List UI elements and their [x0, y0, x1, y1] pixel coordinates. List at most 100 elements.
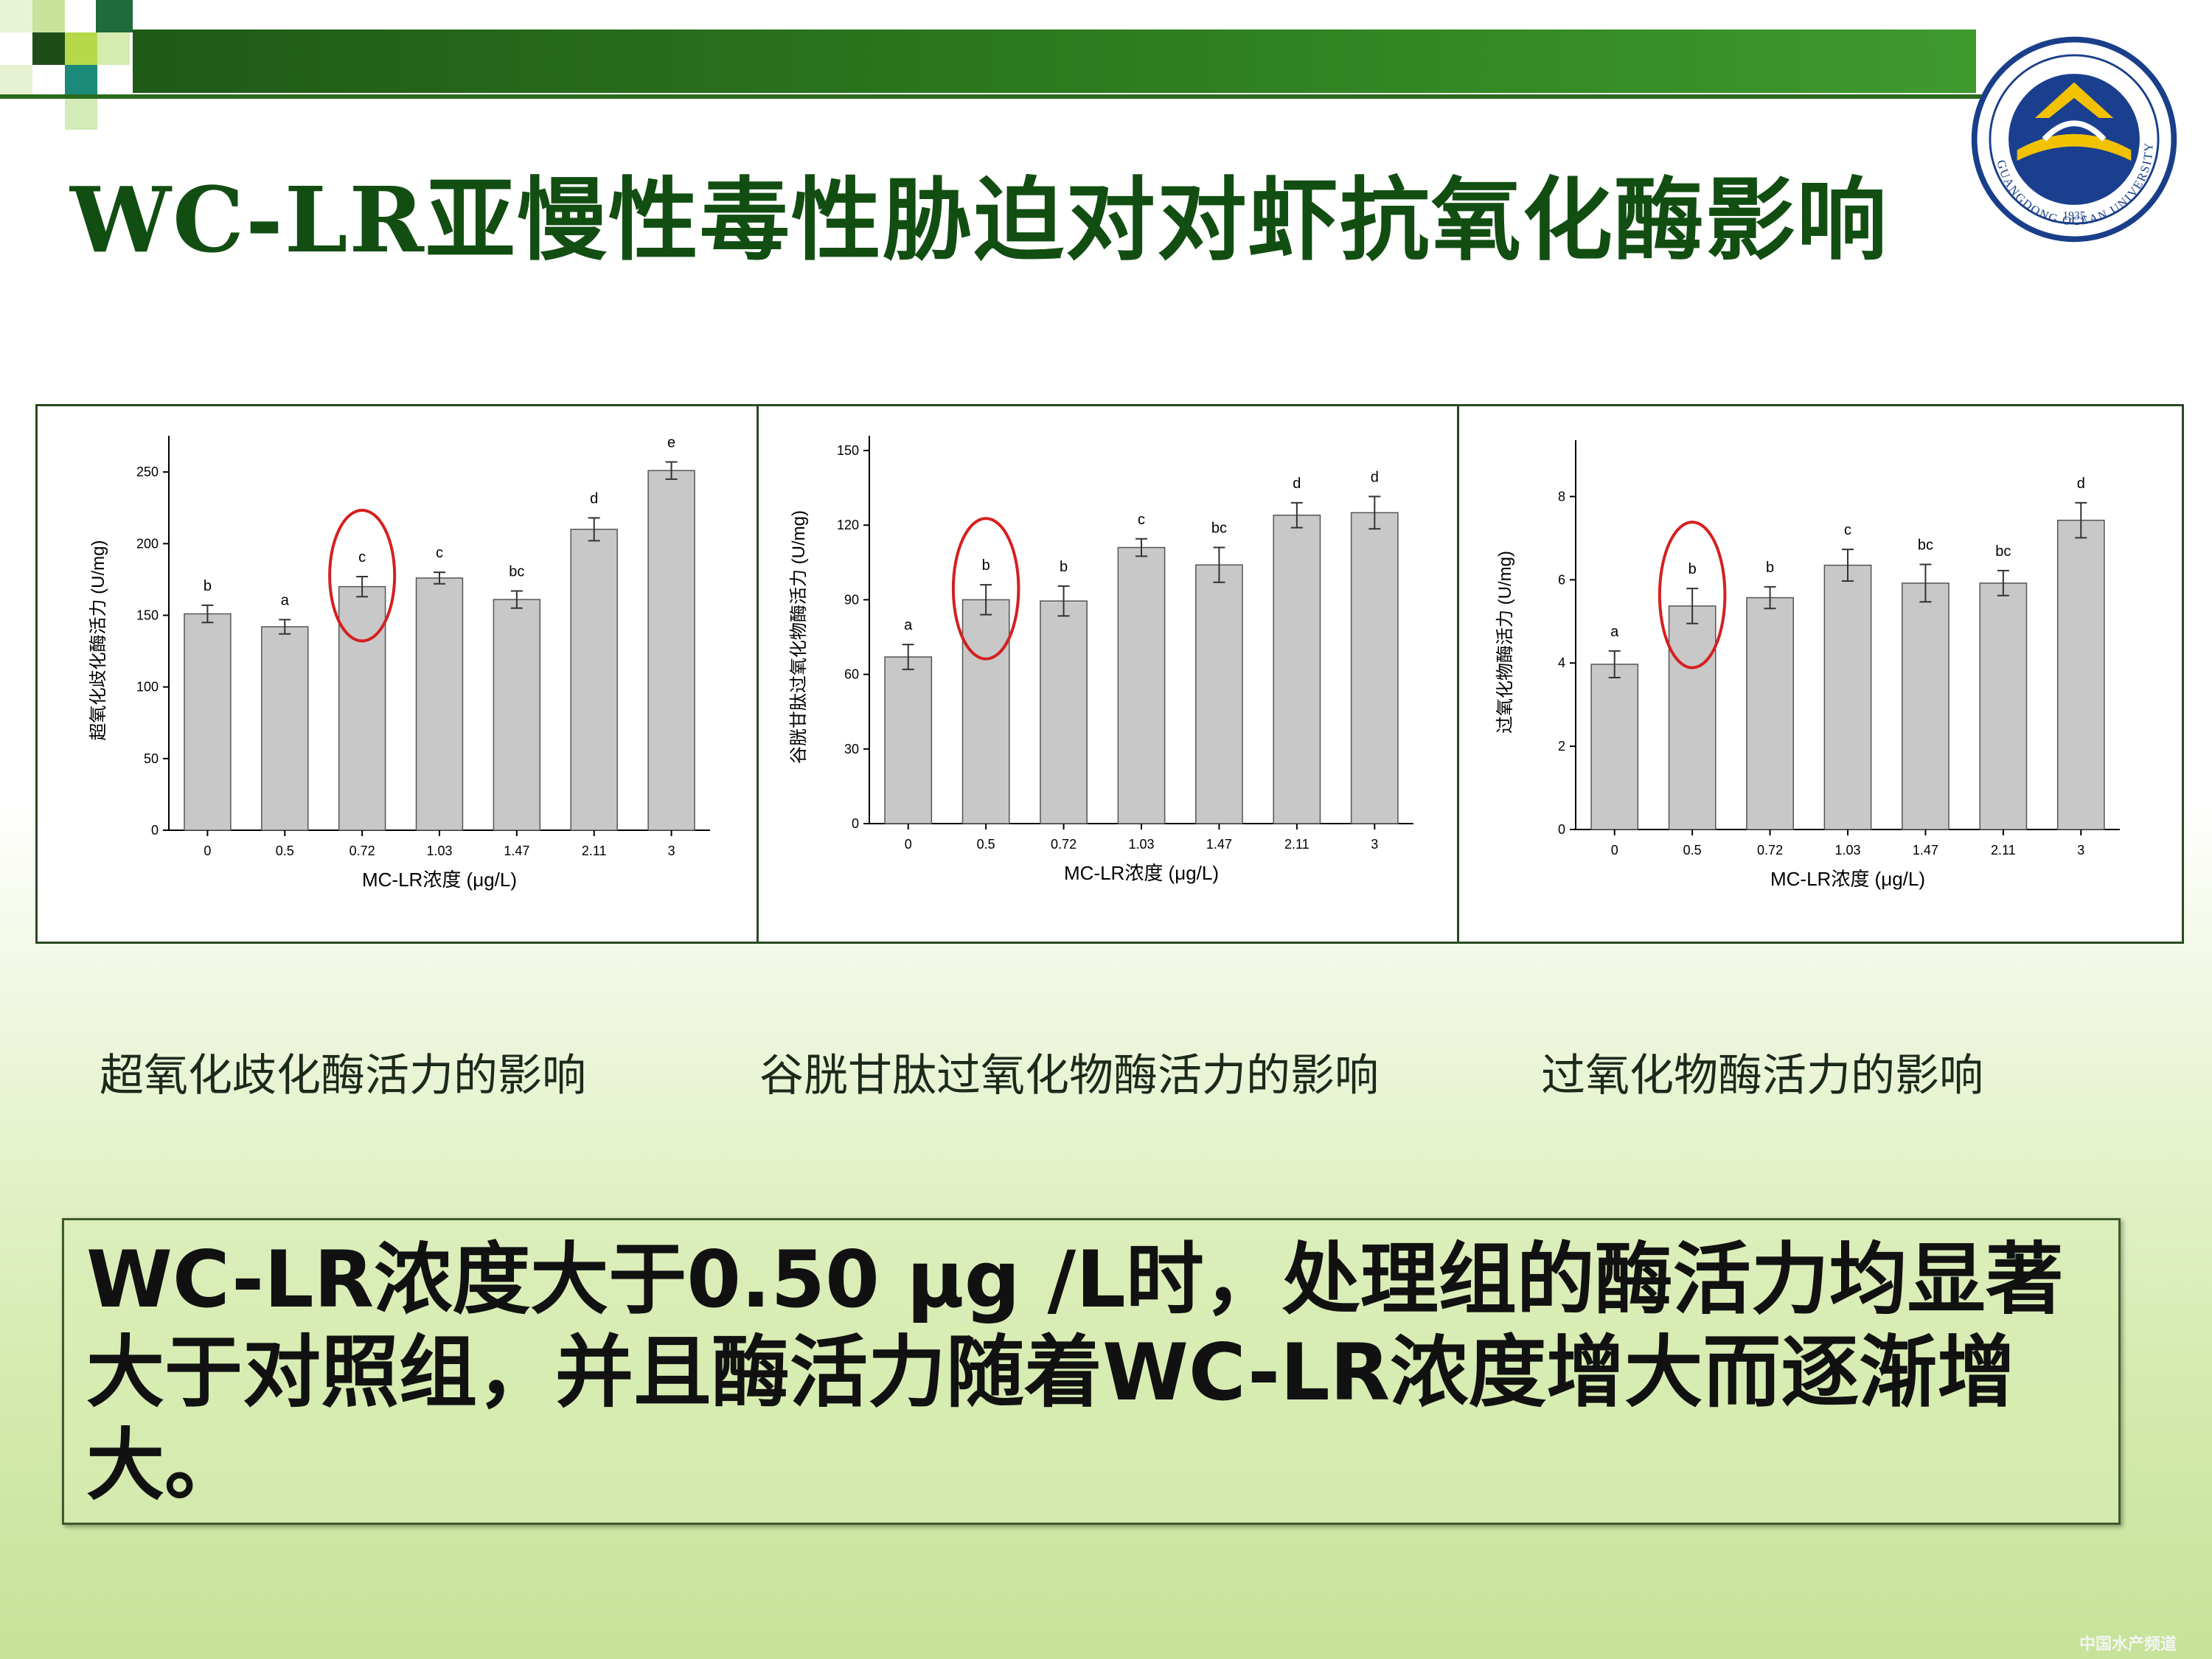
x-tick-label: 2.11 [582, 844, 607, 858]
corner-square-8 [0, 65, 32, 96]
corner-square-4 [32, 32, 65, 65]
x-tick-label: 3 [668, 844, 675, 858]
caption-gpx: 谷胱甘肽过氧化物酶活力的影响 [759, 1050, 1379, 1102]
corner-square-9 [65, 96, 97, 130]
bar [884, 656, 933, 824]
significance-letter: d [590, 490, 598, 507]
significance-letter: a [281, 592, 290, 608]
bar [1590, 664, 1639, 830]
corner-square-6 [97, 32, 130, 65]
x-tick-label: 2.11 [1991, 843, 2016, 858]
bar [570, 529, 618, 831]
y-tick-label: 150 [837, 443, 859, 458]
bar [961, 599, 1010, 824]
y-tick-label: 0 [852, 816, 859, 831]
significance-letter: bc [1918, 537, 1933, 553]
significance-letter: e [667, 435, 675, 451]
bar [261, 626, 309, 831]
x-tick-label: 0 [204, 844, 211, 858]
significance-letter: c [1138, 512, 1145, 528]
bar [647, 470, 695, 831]
y-tick-label: 60 [844, 667, 859, 682]
bar [1902, 582, 1950, 830]
bar [1350, 512, 1399, 824]
x-tick-label: 0.5 [1683, 843, 1702, 858]
bar [493, 599, 541, 831]
title-bar-underline [0, 94, 1991, 99]
x-tick-label: 0.5 [276, 844, 294, 858]
y-tick-label: 120 [837, 518, 859, 532]
x-tick-label: 0.5 [977, 837, 995, 852]
corner-square-7 [65, 65, 97, 96]
conclusion-box: WC-LR浓度大于0.50 μg /L时，处理组的酶活力均显著大于对照组，并且酶… [62, 1218, 2121, 1525]
x-tick-label: 3 [2077, 843, 2084, 858]
significance-letter: c [1844, 522, 1851, 538]
slide-title: WC-LR亚慢性毒性胁迫对对虾抗氧化酶影响 [70, 167, 1888, 273]
corner-square-5 [65, 32, 97, 65]
charts-frame: 0 50 100 150 200 250 b 0 a 0.5 c 0.72 c 1.03 bc 1.47 d 2.… [35, 404, 2184, 944]
caption-sod: 超氧化歧化酶活力的影响 [100, 1050, 586, 1102]
chart-panel-sod: 0 50 100 150 200 250 b 0 a 0.5 c 0.72 c 1.03 bc 1.47 d 2.… [38, 406, 759, 942]
chart-svg: 0 50 100 150 200 250 b 0 a 0.5 c 0.72 c 1.03 bc 1.47 d 2.… [88, 435, 710, 891]
highlight-circle [951, 517, 1020, 661]
x-tick-label: 1.47 [1913, 843, 1938, 858]
caption-pod: 过氧化物酶活力的影响 [1541, 1050, 1983, 1102]
y-tick-label: 100 [136, 680, 159, 695]
significance-letter: c [358, 549, 366, 566]
bar [1273, 514, 1321, 824]
university-logo: GUANGDONG OCEAN UNIVERSITY 1935 [1967, 32, 2181, 246]
x-tick-label: 0.72 [349, 844, 375, 858]
bar [184, 613, 232, 831]
conclusion-text: WC-LR浓度大于0.50 μg /L时，处理组的酶活力均显著大于对照组，并且酶… [86, 1234, 2064, 1511]
x-tick-label: 1.03 [426, 844, 452, 858]
x-tick-label: 1.47 [1206, 837, 1232, 852]
y-tick-label: 0 [1558, 822, 1565, 837]
significance-letter: d [2077, 476, 2085, 492]
y-tick-label: 30 [844, 742, 859, 757]
y-tick-label: 8 [1558, 489, 1565, 504]
significance-letter: d [1293, 476, 1301, 492]
highlight-circle [328, 509, 397, 643]
significance-letter: d [1371, 469, 1379, 485]
bar [1823, 564, 1872, 830]
highlight-circle [1658, 521, 1727, 669]
y-axis-label: 超氧化歧化酶活力 (U/mg) [88, 540, 108, 741]
x-tick-label: 1.47 [504, 844, 529, 858]
y-tick-label: 250 [136, 465, 159, 479]
significance-letter: b [1688, 561, 1697, 577]
y-tick-label: 90 [844, 592, 859, 607]
significance-letter: b [1060, 559, 1068, 575]
x-tick-label: 3 [1371, 837, 1378, 852]
bar [338, 585, 386, 831]
y-axis-label: 谷胱甘肽过氧化物酶活力 (U/mg) [789, 510, 809, 764]
significance-letter: a [1610, 624, 1619, 640]
bar [1746, 597, 1794, 830]
y-tick-label: 0 [151, 823, 159, 838]
corner-square-1 [0, 0, 32, 32]
watermark: 中国水产频道 [2079, 1635, 2177, 1654]
bar [1979, 582, 2028, 830]
bar [1195, 564, 1243, 824]
significance-letter: a [904, 617, 913, 633]
chart-svg: 0 30 60 90 120 150 a 0 b 0.5 b 0.72 c 1.03 bc 1.47 d 2.11… [789, 436, 1413, 884]
significance-letter: bc [1995, 543, 2011, 560]
title-bar [133, 29, 1976, 93]
corner-square-3 [96, 0, 133, 32]
x-tick-label: 2.11 [1284, 837, 1310, 852]
significance-letter: b [982, 557, 990, 574]
y-tick-label: 150 [136, 608, 159, 622]
x-axis-label: MC-LR浓度 (μg/L) [1064, 862, 1219, 884]
x-tick-label: 0 [905, 837, 912, 852]
corner-square-2 [32, 0, 65, 32]
chart-panel-pod: 0 2 4 6 8 a 0 b 0.5 b 0.72 c 1.03 bc 1.47 bc 2.11 d 3 MC-LR… [1459, 406, 2182, 942]
significance-letter: c [436, 545, 443, 561]
bar [2056, 519, 2105, 830]
y-axis-label: 过氧化物酶活力 (U/mg) [1495, 551, 1515, 734]
chart-svg: 0 2 4 6 8 a 0 b 0.5 b 0.72 c 1.03 bc 1.47 bc 2.11 d 3 MC-LR… [1495, 440, 2120, 890]
significance-letter: b [1766, 560, 1774, 576]
x-tick-label: 0.72 [1051, 837, 1077, 852]
chart-panel-gpx: 0 30 60 90 120 150 a 0 b 0.5 b 0.72 c 1.03 bc 1.47 d 2.11… [759, 406, 1459, 942]
x-tick-label: 1.03 [1128, 837, 1154, 852]
y-tick-label: 50 [144, 751, 159, 766]
significance-letter: b [204, 578, 212, 594]
